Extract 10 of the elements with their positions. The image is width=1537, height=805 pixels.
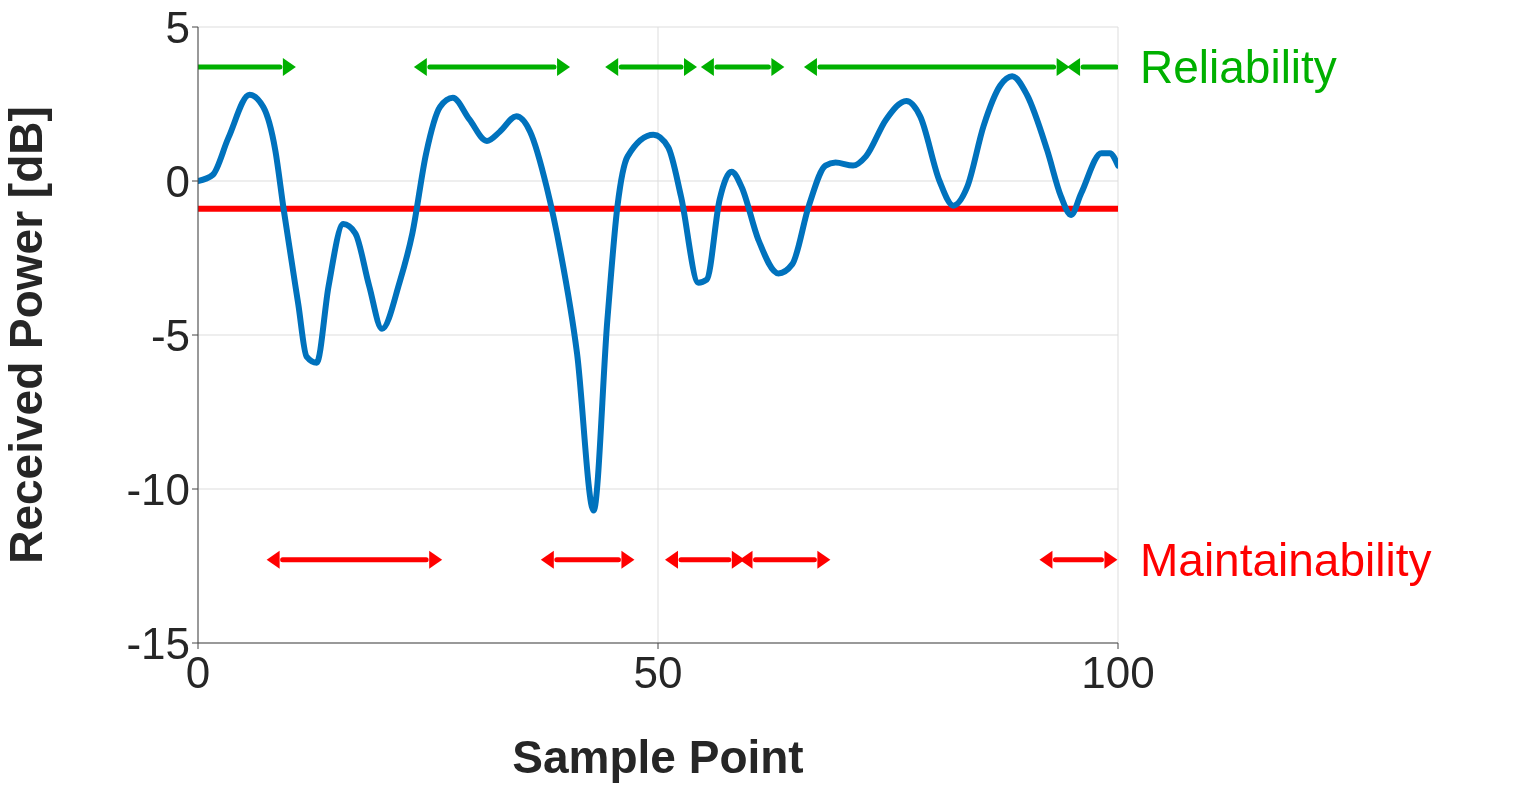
x-axis-title: Sample Point bbox=[512, 731, 804, 783]
y-tick-label: 0 bbox=[165, 156, 190, 206]
y-tick-label: -5 bbox=[150, 310, 190, 360]
legend-label: Reliability bbox=[1140, 41, 1337, 94]
x-tick-label: 100 bbox=[1081, 648, 1155, 698]
y-tick-label: -10 bbox=[126, 464, 190, 514]
y-tick-label: 5 bbox=[165, 2, 190, 52]
legend-label: Maintainability bbox=[1140, 533, 1432, 586]
x-tick-label: 50 bbox=[633, 648, 683, 698]
y-axis-title: Received Power [dB] bbox=[0, 106, 53, 564]
